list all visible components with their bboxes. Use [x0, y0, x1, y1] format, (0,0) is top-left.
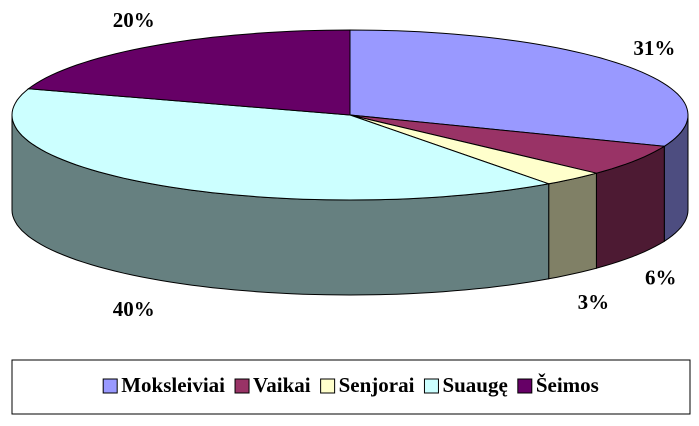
slice	[349, 114, 597, 185]
slice	[349, 114, 666, 174]
data-label: 3%	[578, 290, 610, 314]
data-label: 31%	[633, 36, 675, 60]
legend-swatch	[102, 378, 118, 394]
slice	[349, 29, 689, 147]
legend-label: Moksleiviai	[121, 373, 225, 397]
data-label: 6%	[645, 265, 677, 289]
legend-swatch	[234, 378, 250, 394]
legend-label: Vaikai	[253, 373, 311, 397]
legend-label: Suaugę	[442, 373, 507, 397]
legend-label: Šeimos	[536, 373, 599, 397]
slice	[11, 88, 551, 201]
data-label: 20%	[113, 8, 155, 32]
slice-side	[548, 172, 597, 280]
legend-label: Senjorai	[339, 373, 415, 397]
slice	[27, 29, 351, 116]
legend-swatch	[517, 378, 533, 394]
legend-swatch	[320, 378, 336, 394]
data-label: 40%	[113, 297, 155, 321]
legend	[11, 359, 691, 415]
legend-swatch	[423, 378, 439, 394]
